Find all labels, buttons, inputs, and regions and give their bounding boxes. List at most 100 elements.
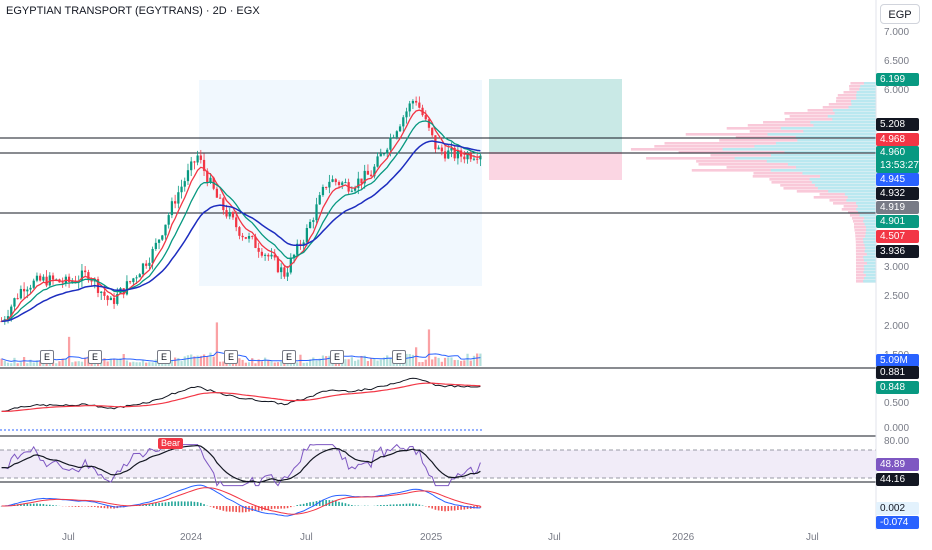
macd-hist-bar (466, 506, 469, 510)
time-label: 2024 (180, 532, 203, 543)
macd-hist-bar (222, 506, 225, 511)
volume-bar (254, 363, 257, 366)
volume-profile-row-value (771, 154, 876, 157)
macd-hist-bar (45, 504, 48, 506)
volume-bar (241, 359, 244, 366)
volume-profile-row-value (863, 265, 876, 268)
range-rectangle[interactable] (199, 80, 482, 286)
volume-bar (263, 357, 267, 366)
volume-bar (312, 357, 315, 366)
volume-bar (421, 362, 424, 366)
volume-bar (270, 361, 273, 366)
volume-bar (257, 359, 260, 366)
resistance-price-badge: 5.208 (876, 118, 919, 131)
volume-bar (206, 355, 209, 366)
macd-hist-bar (399, 504, 401, 506)
macd-hist-bar (228, 506, 231, 512)
macd-hist-bar (383, 504, 385, 506)
candle-body (61, 282, 64, 284)
volume-bar (202, 354, 206, 366)
volume-profile-row-value (767, 133, 876, 136)
volume-profile-row (850, 82, 876, 85)
earnings-marker[interactable]: E (330, 350, 344, 364)
bear-divergence-label[interactable]: Bear (158, 438, 184, 449)
volume-profile-row-value (820, 175, 876, 178)
volume-bar (71, 362, 74, 366)
candle-body (263, 254, 267, 256)
volume-profile-row-value (754, 145, 876, 148)
volume-profile-row-value (797, 139, 876, 142)
macd-hist-bar (106, 506, 109, 509)
volume-bar (218, 361, 222, 366)
symbol-title[interactable]: EGYPTIAN TRANSPORT (EGYTRANS) · 2D · EGX (6, 5, 260, 17)
volume-bar (479, 353, 482, 366)
volume-profile-row-value (866, 253, 876, 256)
volume-bar (13, 357, 16, 366)
volume-profile-row-value (813, 124, 876, 127)
volume-bar (196, 355, 199, 366)
volume-bar (440, 361, 443, 366)
earnings-marker[interactable]: E (224, 350, 238, 364)
rsi-tick: 80.00 (884, 436, 910, 447)
candle-body (183, 181, 186, 187)
volume-bar (450, 357, 453, 366)
candle-body (141, 263, 145, 275)
macd-hist-bar (81, 506, 83, 507)
volume-bar (77, 361, 80, 366)
volume-bar (67, 336, 71, 366)
volume-bar (376, 360, 379, 366)
volume-bar (55, 363, 58, 366)
volume-profile-row-value (857, 205, 876, 208)
candle-body (443, 151, 447, 159)
volume-bar (29, 359, 32, 366)
earnings-marker[interactable]: E (282, 350, 296, 364)
macd-hist-bar (302, 503, 305, 506)
candle-body (71, 281, 74, 283)
candle-body (193, 161, 196, 163)
macd-hist-bar (283, 506, 286, 509)
volume-profile-row-value (863, 280, 876, 283)
candle-body (157, 239, 161, 243)
volume-bar (22, 357, 26, 366)
macd-hist-bar (299, 504, 302, 506)
volume-bar (35, 360, 39, 366)
earnings-marker[interactable]: E (392, 350, 406, 364)
ema-fast-line (1, 109, 481, 322)
volume-bar (129, 362, 132, 366)
macd-hist-bar (26, 503, 29, 506)
candle-body (222, 198, 225, 211)
volume-bar (360, 355, 363, 366)
macd-hist-bar (161, 502, 164, 506)
earnings-marker[interactable]: E (88, 350, 102, 364)
volume-profile-row-value (863, 238, 876, 241)
volume-bar (366, 361, 370, 366)
ind1-value-2: 0.848 (876, 381, 919, 394)
macd-hist-bar (216, 506, 218, 510)
position-stop-zone[interactable] (489, 152, 622, 180)
volume-bar (109, 358, 112, 366)
volume-profile-row-value (832, 109, 876, 112)
earnings-marker[interactable]: E (157, 350, 171, 364)
position-target-zone[interactable] (489, 79, 622, 152)
candle-body (270, 254, 273, 257)
volume-profile-row-value (796, 166, 876, 169)
macd-hist-bar (431, 506, 433, 509)
currency-button[interactable]: EGP (880, 4, 920, 24)
earnings-marker[interactable]: E (40, 350, 54, 364)
volume-bar (106, 361, 109, 366)
volume-profile-row-value (864, 277, 876, 280)
volume-bar (186, 355, 190, 366)
volume-bar (3, 360, 6, 366)
volume-profile-row-value (863, 259, 876, 262)
candle-body (292, 254, 296, 259)
macd-hist-bar (235, 506, 237, 513)
macd-hist-bar (145, 504, 148, 506)
macd-hist-bar (190, 501, 192, 506)
candle-body (389, 137, 392, 150)
macd-hist-bar (379, 505, 382, 506)
candle-body (22, 288, 26, 292)
volume-bar (26, 363, 29, 366)
macd-hist-bar (103, 506, 106, 509)
macd-hist-bar (49, 504, 51, 506)
